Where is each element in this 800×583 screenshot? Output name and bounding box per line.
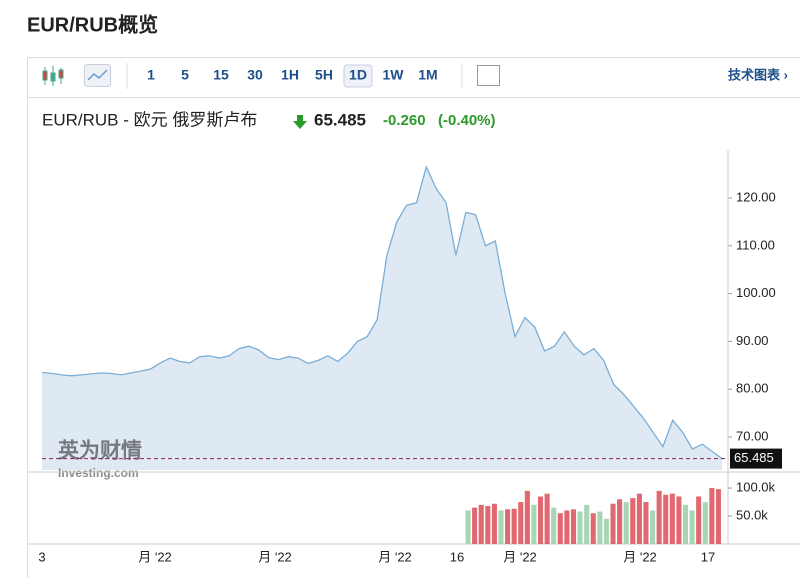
volume-bar (518, 502, 523, 544)
volume-bar (690, 510, 695, 544)
instrument-name: EUR/RUB - 欧元 俄罗斯卢布 (42, 110, 257, 129)
volume-bar (696, 496, 701, 544)
volume-bar (525, 491, 530, 544)
volume-bar (571, 509, 576, 544)
watermark: Investing.com (58, 466, 139, 480)
y-tick-label: 80.00 (736, 381, 769, 396)
x-tick-label: 16 (450, 549, 464, 564)
volume-bar (610, 504, 615, 544)
volume-bar (683, 505, 688, 544)
interval-button[interactable]: 1M (418, 67, 437, 83)
price: 65.485 (314, 110, 366, 129)
toolbar (28, 58, 800, 98)
volume-bar (466, 510, 471, 544)
y-tick-label: 90.00 (736, 333, 769, 348)
interval-button[interactable]: 15 (213, 67, 229, 83)
interval-button[interactable]: 1 (147, 67, 155, 83)
volume-bar (578, 512, 583, 544)
volume-bar (498, 510, 503, 544)
volume-bar (479, 505, 484, 544)
volume-bar (716, 489, 721, 544)
x-tick-label: 月 '22 (623, 549, 657, 564)
volume-bar (538, 496, 543, 544)
layout-icon[interactable] (478, 66, 500, 86)
interval-button[interactable]: 5H (315, 67, 333, 83)
volume-bar (545, 494, 550, 544)
volume-bar (670, 494, 675, 544)
x-tick-label: 17 (701, 549, 715, 564)
y-tick-label: 120.00 (736, 189, 776, 204)
x-tick-label: 月 '22 (258, 549, 292, 564)
volume-bar (617, 499, 622, 544)
change-pct: (-0.40%) (438, 112, 496, 129)
interval-button[interactable]: 5 (181, 67, 189, 83)
volume-bar (551, 508, 556, 544)
x-tick-label: 月 '22 (378, 549, 412, 564)
volume-bar (564, 510, 569, 544)
volume-bar (709, 488, 714, 544)
volume-bar (657, 491, 662, 544)
y-tick-label: 110.00 (736, 237, 775, 252)
x-tick-label: 月 '22 (503, 549, 537, 564)
volume-bar (630, 498, 635, 544)
interval-button[interactable]: 30 (247, 67, 263, 83)
volume-bar (650, 510, 655, 544)
volume-tick-label: 50.0k (736, 507, 768, 522)
volume-bar (512, 509, 517, 544)
interval-button[interactable]: 1H (281, 67, 299, 83)
volume-bar (604, 519, 609, 544)
volume-bar (643, 502, 648, 544)
y-tick-label: 70.00 (736, 428, 769, 443)
volume-bar (703, 502, 708, 544)
volume-tick-label: 100.0k (736, 480, 776, 495)
tech-chart-link[interactable]: 技术图表 › (728, 67, 788, 82)
volume-bar (597, 512, 602, 544)
page-title: EUR/RUB概览 (27, 12, 158, 36)
x-tick-label: 3 (38, 549, 45, 564)
interval-button[interactable]: 1W (383, 67, 405, 83)
interval-button[interactable]: 1D (349, 67, 367, 83)
volume-bar (663, 495, 668, 544)
volume-bar (558, 513, 563, 544)
volume-bar (492, 504, 497, 544)
volume-bar (637, 494, 642, 544)
current-price-label: 65.485 (734, 450, 774, 465)
volume-bar (505, 509, 510, 544)
volume-bar (676, 496, 681, 544)
x-tick-label: 月 '22 (138, 549, 172, 564)
volume-bar (485, 506, 490, 544)
volume-bar (584, 505, 589, 544)
volume-bar (624, 502, 629, 544)
volume-bar (472, 508, 477, 544)
volume-bar (531, 505, 536, 544)
volume-bar (591, 513, 596, 544)
line-icon[interactable] (85, 65, 111, 87)
change: -0.260 (383, 112, 426, 129)
y-tick-label: 100.00 (736, 285, 776, 300)
